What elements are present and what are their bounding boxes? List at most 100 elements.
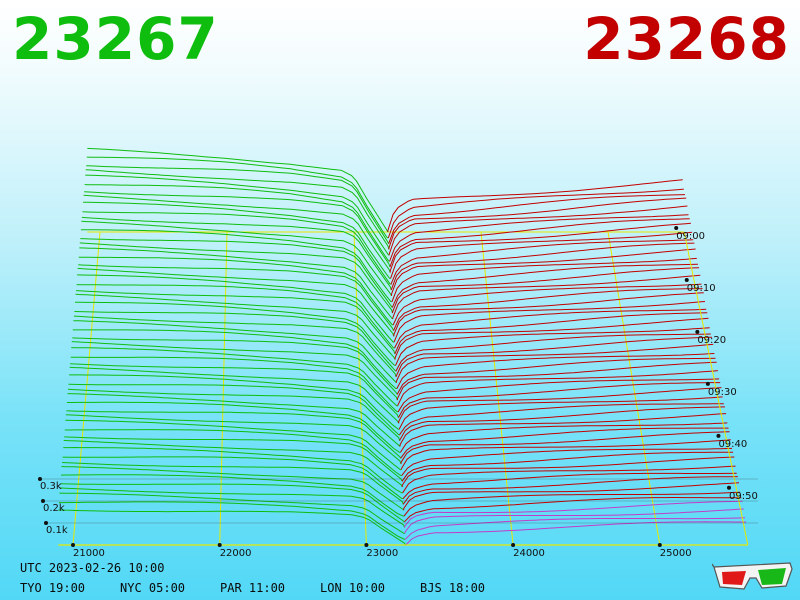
- ask-depth-line: [395, 336, 713, 377]
- grid-line-price: [72, 231, 101, 546]
- price-tick-label: 24000: [513, 548, 545, 559]
- bid-depth-line: [85, 174, 390, 256]
- ask-depth-line: [404, 508, 744, 534]
- ask-depth-line: [390, 239, 694, 285]
- price-tick-label: 22000: [220, 548, 252, 559]
- bid-depth-line: [71, 341, 398, 401]
- ask-depth-line: [400, 431, 730, 464]
- size-tick-label: 0.3k: [40, 481, 62, 492]
- time-nyc: NYC 05:00: [120, 581, 186, 595]
- time-tick-label: 09:20: [697, 335, 726, 346]
- ask-depth-line: [401, 447, 733, 476]
- ask-depth-line: [398, 387, 722, 424]
- bid-depth-line: [80, 238, 393, 308]
- price-tick-marker: [657, 543, 662, 547]
- price-tick-marker: [217, 543, 222, 547]
- bid-depth-line: [60, 474, 404, 517]
- bid-depth-line: [73, 320, 397, 384]
- grid-right-edge: [683, 231, 749, 546]
- bid-depth-line: [64, 436, 403, 482]
- size-tick-marker: [41, 499, 45, 503]
- ask-depth-line: [402, 472, 737, 500]
- bid-depth-line: [73, 315, 397, 378]
- ask-depth-line: [396, 353, 715, 389]
- time-bjs: BJS 18:00: [420, 581, 486, 595]
- ask-depth-line: [387, 188, 684, 239]
- ask-depth-line: [390, 242, 695, 291]
- ask-depth-line: [398, 396, 723, 430]
- utc-time: UTC 2023-02-26 10:00: [20, 561, 165, 575]
- time-tick-marker: [674, 226, 679, 230]
- ask-depth-line: [398, 382, 721, 418]
- bid-depth-line: [82, 201, 391, 279]
- bid-depth-line: [85, 169, 390, 250]
- ask-depth-line: [390, 231, 693, 279]
- bid-depth-line: [75, 301, 396, 366]
- time-lon: LON 10:00: [320, 581, 386, 595]
- bid-depth-line: [83, 194, 391, 273]
- ask-depth-line: [403, 491, 741, 517]
- bid-depth-line: [70, 356, 398, 413]
- ask-depth-line: [402, 465, 736, 494]
- ask-depth-line: [392, 283, 702, 326]
- bid-depth-line: [66, 410, 402, 459]
- bid-depth-line: [58, 509, 407, 546]
- price-tick-marker: [364, 543, 369, 547]
- size-tick-marker: [44, 521, 48, 525]
- ask-depth-line: [395, 327, 710, 366]
- ask-depth-line: [391, 248, 696, 296]
- ask-depth-line: [391, 263, 698, 308]
- ask-depth-line: [389, 222, 691, 273]
- time-tick-marker: [695, 329, 700, 334]
- ask-depth-line: [395, 343, 714, 383]
- ask-depth-line: [389, 214, 689, 262]
- ask-depth-line: [393, 288, 703, 331]
- time-tick-marker: [727, 485, 732, 490]
- bid-depth-line: [80, 229, 392, 303]
- grid-line-price: [607, 231, 661, 546]
- bid-depth-line: [65, 419, 402, 471]
- grid-line-price: [480, 231, 514, 546]
- bid-depth-line: [84, 191, 391, 267]
- bid-depth-line: [77, 274, 395, 343]
- ask-depth-line: [402, 476, 738, 505]
- ask-depth-line: [395, 333, 711, 372]
- ask-depth-line: [388, 194, 686, 245]
- bid-depth-line: [69, 374, 399, 430]
- bid-depth-line: [72, 337, 398, 395]
- bid-depth-line: [84, 184, 390, 262]
- bid-depth-line: [62, 462, 404, 505]
- ask-depth-line: [399, 413, 727, 447]
- bid-depth-line: [74, 311, 397, 372]
- bid-price: 23267: [12, 5, 219, 73]
- price-tick-label: 21000: [73, 548, 105, 559]
- ask-depth-line: [387, 179, 683, 233]
- ask-depth-line: [396, 357, 716, 395]
- bid-depth-line: [59, 492, 405, 534]
- bid-depth-line: [70, 363, 399, 418]
- time-tick-marker: [705, 381, 710, 386]
- ask-depth-line: [400, 422, 728, 453]
- bid-depth-line: [86, 165, 390, 244]
- bid-depth-line: [82, 211, 392, 285]
- time-tick-label: 09:00: [676, 231, 705, 242]
- ask-price: 23268: [583, 5, 790, 73]
- time-tick-label: 09:30: [708, 387, 737, 398]
- 3d-glasses-icon[interactable]: [712, 560, 794, 592]
- price-tick-marker: [511, 543, 516, 547]
- ask-depth-line: [388, 205, 688, 256]
- bid-depth-line: [75, 290, 396, 354]
- ask-depth-line: [405, 517, 745, 540]
- ask-depth-line: [397, 378, 720, 413]
- grid-line-price: [219, 231, 228, 546]
- time-tick-marker: [716, 433, 721, 438]
- bid-depth-line: [86, 156, 389, 239]
- bid-depth-line: [62, 456, 403, 500]
- bid-depth-line: [77, 267, 395, 337]
- bid-depth-line: [63, 439, 403, 488]
- size-tick-marker: [38, 477, 42, 481]
- ask-depth-line: [388, 197, 687, 250]
- chart-grid-front: [40, 231, 758, 546]
- time-tick-label: 09:50: [729, 491, 758, 502]
- time-tick-label: 09:40: [718, 439, 747, 450]
